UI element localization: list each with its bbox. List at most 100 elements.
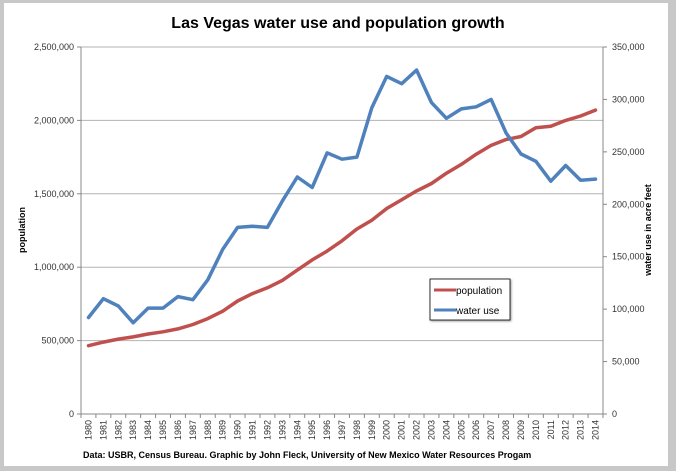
x-tick-label: 1987 — [188, 420, 198, 440]
legend-label-water-use: water use — [455, 306, 500, 317]
data-point-water-use — [176, 295, 180, 298]
x-tick-label: 1999 — [367, 420, 377, 440]
y-right-tick-label: 50,000 — [612, 357, 640, 367]
data-point-population — [489, 144, 493, 147]
data-point-water-use — [534, 160, 538, 163]
x-tick-label: 2013 — [576, 420, 586, 440]
data-point-water-use — [460, 107, 463, 111]
chart-frame — [4, 3, 668, 466]
x-tick-label: 1993 — [277, 420, 287, 440]
data-point-water-use — [161, 306, 165, 310]
data-point-water-use — [594, 177, 597, 181]
x-tick-label: 2000 — [382, 420, 392, 440]
data-point-water-use — [415, 68, 418, 72]
y-tick-label: 2,000,000 — [34, 115, 74, 125]
data-point-water-use — [355, 155, 359, 159]
y-tick-label: 1,000,000 — [34, 262, 74, 272]
x-tick-label: 2004 — [441, 420, 451, 440]
data-point-population — [310, 258, 314, 262]
x-tick-label: 2002 — [412, 420, 422, 440]
x-tick-label: 1985 — [158, 420, 168, 440]
x-tick-label: 1991 — [248, 420, 258, 440]
x-tick-label: 1984 — [143, 420, 153, 440]
data-point-water-use — [549, 180, 552, 183]
x-tick-label: 2011 — [546, 420, 556, 439]
x-tick-label: 2001 — [397, 420, 407, 440]
x-tick-label: 1980 — [83, 420, 93, 440]
x-tick-label: 2006 — [471, 420, 481, 440]
x-tick-label: 1996 — [322, 420, 332, 440]
data-point-population — [176, 327, 180, 331]
data-point-water-use — [519, 152, 523, 156]
data-point-water-use — [87, 316, 90, 319]
data-point-population — [191, 323, 195, 326]
x-tick-label: 1988 — [203, 420, 213, 440]
data-point-water-use — [236, 226, 239, 229]
data-point-population — [415, 189, 418, 193]
y-right-tick-label: 100,000 — [612, 304, 645, 314]
x-tick-label: 1986 — [173, 420, 183, 440]
y-right-tick-label: 0 — [612, 409, 617, 419]
x-tick-label: 1995 — [307, 420, 317, 440]
x-tick-label: 1992 — [262, 420, 272, 440]
data-point-water-use — [310, 186, 314, 189]
data-point-population — [161, 330, 165, 333]
data-point-water-use — [191, 298, 195, 301]
data-point-population — [519, 135, 523, 138]
series-line-water-use — [86, 68, 598, 325]
data-point-population — [445, 172, 448, 175]
data-point-population — [430, 182, 433, 185]
data-point-water-use — [251, 225, 254, 228]
x-tick-label: 2003 — [426, 420, 436, 440]
x-tick-label: 2008 — [501, 420, 511, 440]
data-point-water-use — [400, 82, 403, 85]
legend: population water use — [429, 278, 511, 321]
data-point-water-use — [504, 131, 508, 135]
data-point-water-use — [385, 75, 388, 78]
data-point-population — [102, 340, 105, 344]
x-tick-label: 1994 — [292, 420, 302, 440]
x-tick-label: 1997 — [337, 420, 347, 440]
data-point-population — [355, 227, 359, 231]
data-point-water-use — [132, 321, 135, 324]
data-point-water-use — [296, 175, 299, 179]
data-point-water-use — [266, 226, 269, 229]
data-point-population — [475, 152, 478, 156]
data-point-water-use — [102, 297, 105, 300]
data-point-population — [266, 286, 269, 289]
data-point-water-use — [325, 151, 329, 155]
legend-box — [429, 278, 511, 321]
data-point-population — [117, 337, 120, 341]
y-right-tick-label: 200,000 — [612, 199, 645, 209]
y-tick-label: 2,500,000 — [34, 42, 74, 52]
y-axis-label: population — [17, 207, 27, 253]
x-tick-label: 2005 — [456, 420, 466, 440]
data-point-water-use — [146, 306, 150, 310]
data-point-population — [579, 114, 582, 118]
data-point-population — [281, 279, 284, 282]
footnote: Data: USBR, Census Bureau. Graphic by Jo… — [83, 450, 531, 460]
data-point-water-use — [370, 106, 374, 110]
data-point-population — [460, 163, 463, 166]
data-point-water-use — [475, 105, 478, 108]
data-point-population — [504, 138, 508, 141]
data-point-population — [385, 207, 388, 210]
x-tick-label: 1989 — [218, 420, 228, 440]
data-point-water-use — [430, 101, 433, 104]
series-line-population — [86, 108, 598, 348]
data-point-population — [206, 317, 209, 320]
x-tick-label: 2010 — [531, 420, 541, 440]
x-tick-label: 2009 — [516, 420, 526, 440]
y-tick-label: 1,500,000 — [34, 189, 74, 199]
data-point-population — [400, 198, 403, 201]
data-point-water-use — [117, 304, 120, 308]
y-right-tick-label: 350,000 — [612, 42, 645, 52]
data-point-population — [370, 219, 374, 222]
data-point-population — [564, 119, 567, 122]
data-point-population — [296, 268, 299, 272]
data-point-population — [236, 299, 239, 303]
x-tick-label: 1981 — [98, 420, 108, 440]
y-axis-right-label: water use in acre feet — [643, 184, 653, 277]
data-point-population — [251, 292, 254, 295]
y-right-tick-label: 150,000 — [612, 252, 645, 262]
